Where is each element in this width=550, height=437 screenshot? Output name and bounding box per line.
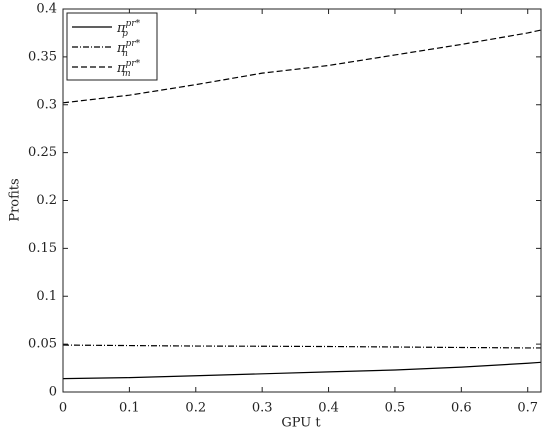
legend-name: π <box>116 61 126 76</box>
axes-box <box>62 8 542 393</box>
x-tick-label: 0.1 <box>119 401 140 416</box>
y-tick-label: 0.05 <box>28 337 57 352</box>
legend-box <box>66 12 158 81</box>
x-axis-label: GPU t <box>281 416 321 431</box>
x-tick-label: 0 <box>59 401 67 416</box>
series-line <box>62 344 541 349</box>
series-line <box>62 361 542 380</box>
legend-sup: pr* <box>126 19 141 29</box>
y-tick-label: 0.2 <box>36 193 57 208</box>
legend-name: π <box>116 41 126 56</box>
y-tick-label: 0.4 <box>36 2 57 17</box>
x-tick-label: 0.5 <box>385 401 406 416</box>
x-tick-label: 0.4 <box>318 401 339 416</box>
x-tick-label: 0.7 <box>517 401 538 416</box>
x-tick-label: 0.3 <box>252 401 273 416</box>
y-axis-label: Profits <box>8 178 23 221</box>
y-tick-label: 0.1 <box>36 289 57 304</box>
x-tick-label: 0.2 <box>185 401 206 416</box>
legend-sub: n <box>122 49 128 59</box>
legend-name: π <box>116 21 126 36</box>
y-tick-label: 0.35 <box>28 49 57 64</box>
legend-sup: pr* <box>126 59 141 69</box>
legend-sub: m <box>122 69 131 79</box>
legend-sub: p <box>122 29 128 39</box>
legend-label: πpr* m <box>116 59 141 79</box>
y-tick-label: 0 <box>49 385 57 400</box>
legend-sup: pr* <box>126 39 141 49</box>
legend-label: πpr* p <box>116 19 141 39</box>
legend-label: πpr* n <box>116 39 141 59</box>
y-tick-label: 0.25 <box>28 145 57 160</box>
y-tick-label: 0.15 <box>28 241 57 256</box>
x-tick-label: 0.6 <box>451 401 472 416</box>
y-tick-label: 0.3 <box>36 97 57 112</box>
